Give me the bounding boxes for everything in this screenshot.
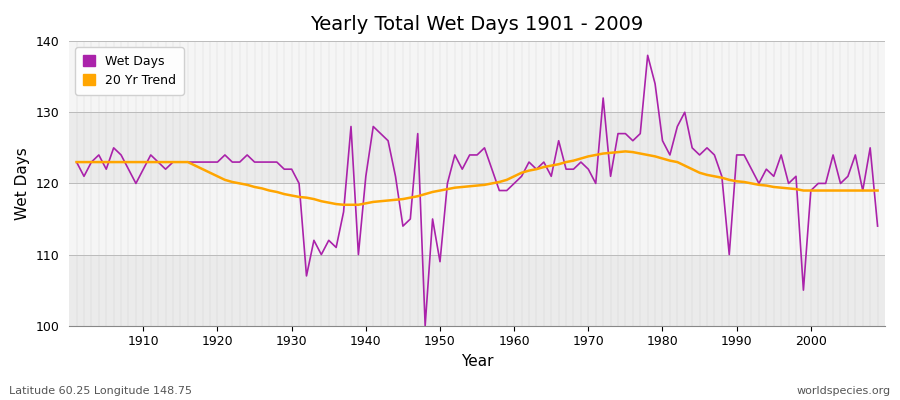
Bar bbox=[69, 41, 885, 112]
20 Yr Trend bbox=[620, 149, 631, 154]
Bar bbox=[69, 254, 885, 326]
Wet Days bbox=[130, 181, 141, 186]
Text: Latitude 60.25 Longitude 148.75: Latitude 60.25 Longitude 148.75 bbox=[9, 386, 192, 396]
Y-axis label: Wet Days: Wet Days bbox=[15, 147, 30, 220]
Wet Days bbox=[71, 160, 82, 164]
Wet Days bbox=[508, 181, 519, 186]
20 Yr Trend bbox=[346, 202, 356, 207]
Legend: Wet Days, 20 Yr Trend: Wet Days, 20 Yr Trend bbox=[76, 47, 184, 95]
Text: worldspecies.org: worldspecies.org bbox=[796, 386, 891, 396]
Bar bbox=[69, 184, 885, 254]
20 Yr Trend bbox=[293, 194, 304, 199]
Wet Days bbox=[605, 174, 616, 179]
Line: 20 Yr Trend: 20 Yr Trend bbox=[76, 151, 878, 205]
Wet Days bbox=[643, 53, 653, 58]
Wet Days bbox=[338, 210, 349, 214]
20 Yr Trend bbox=[872, 188, 883, 193]
20 Yr Trend bbox=[517, 170, 527, 175]
Bar bbox=[69, 112, 885, 184]
Title: Yearly Total Wet Days 1901 - 2009: Yearly Total Wet Days 1901 - 2009 bbox=[310, 15, 644, 34]
20 Yr Trend bbox=[508, 174, 519, 179]
20 Yr Trend bbox=[71, 160, 82, 164]
Wet Days bbox=[872, 224, 883, 228]
X-axis label: Year: Year bbox=[461, 354, 493, 369]
Wet Days bbox=[419, 323, 430, 328]
20 Yr Trend bbox=[605, 150, 616, 155]
20 Yr Trend bbox=[338, 202, 349, 207]
Wet Days bbox=[517, 174, 527, 179]
Line: Wet Days: Wet Days bbox=[76, 55, 878, 326]
Wet Days bbox=[293, 181, 304, 186]
20 Yr Trend bbox=[130, 160, 141, 164]
